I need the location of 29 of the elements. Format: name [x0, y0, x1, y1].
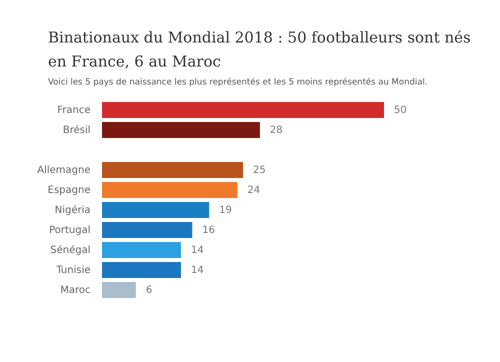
y-tick-label: France [57, 105, 90, 116]
bar [102, 202, 210, 218]
bar [102, 162, 243, 178]
data-label: 25 [253, 165, 266, 176]
y-tick-label: Sénégal [50, 245, 90, 256]
y-tick-label: Espagne [48, 185, 90, 196]
y-tick-label: Nigéria [54, 205, 90, 216]
y-tick-label: Maroc [60, 285, 90, 296]
y-tick-label: Portugal [49, 225, 90, 236]
data-label: 28 [270, 125, 283, 136]
data-label: 50 [394, 105, 407, 116]
bar [102, 182, 238, 198]
bar [102, 242, 181, 258]
chart-subtitle: Voici les 5 pays de naissance les plus représentés et les 5 moins représentés au Mondial. [48, 78, 428, 88]
bar [102, 102, 384, 118]
data-label: 6 [146, 285, 152, 296]
y-tick-label: Tunisie [55, 265, 90, 276]
chart-title: Binationaux du Mondial 2018 : 50 footballeurs sont nés en France, 6 au Maroc [48, 28, 471, 70]
bar [102, 122, 260, 138]
y-tick-label: Allemagne [37, 165, 90, 176]
data-label: 24 [247, 185, 260, 196]
bar [102, 262, 181, 278]
bar [102, 222, 192, 238]
data-label: 16 [202, 225, 215, 236]
data-label: 19 [219, 205, 232, 216]
data-label: 14 [190, 245, 204, 256]
bar [102, 282, 136, 298]
y-tick-label: Brésil [62, 125, 90, 136]
data-label: 14 [190, 265, 204, 276]
